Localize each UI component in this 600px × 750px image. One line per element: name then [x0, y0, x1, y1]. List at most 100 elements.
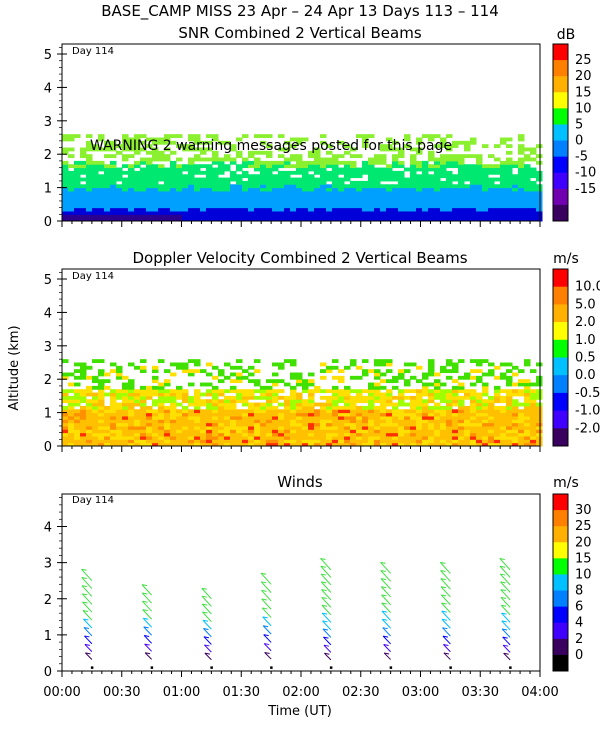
snr-cell — [398, 170, 405, 175]
snr-cell — [290, 207, 297, 212]
doppler-cell — [206, 402, 213, 407]
snr-cell — [368, 180, 375, 185]
doppler-cell — [164, 429, 171, 434]
doppler-cell — [266, 395, 273, 400]
doppler-cell — [524, 402, 531, 407]
doppler-cell — [182, 435, 189, 440]
snr-cell — [182, 207, 189, 212]
snr-cell — [386, 177, 393, 182]
doppler-cell — [236, 442, 243, 447]
doppler-cell — [308, 379, 315, 384]
snr-cell — [404, 190, 411, 195]
snr-cell — [74, 174, 81, 179]
doppler-cell — [332, 429, 339, 434]
snr-cell — [464, 204, 471, 209]
doppler-cell — [434, 442, 441, 447]
doppler-cell — [92, 442, 99, 447]
doppler-cell — [314, 402, 321, 407]
wind-barb — [382, 627, 391, 637]
doppler-cell — [428, 415, 435, 420]
snr-cell — [302, 174, 309, 179]
doppler-cell — [236, 409, 243, 414]
snr-cell — [452, 190, 459, 195]
doppler-cell — [320, 419, 327, 424]
snr-cell — [320, 167, 327, 172]
snr-cell — [296, 154, 303, 159]
wind-barb-flag — [203, 627, 209, 630]
doppler-cell — [170, 392, 177, 397]
doppler-cell — [74, 392, 81, 397]
snr-cell — [92, 180, 99, 185]
snr-cell — [278, 174, 285, 179]
doppler-cell — [326, 442, 333, 447]
doppler-cell — [296, 372, 303, 377]
snr-cell — [314, 210, 321, 215]
doppler-cell — [440, 425, 447, 430]
doppler-cell — [434, 389, 441, 394]
snr-cell — [86, 154, 93, 159]
doppler-cell — [104, 425, 111, 430]
doppler-cell — [98, 415, 105, 420]
doppler-cell — [98, 412, 105, 417]
snr-cell — [260, 160, 267, 165]
snr-cell — [392, 204, 399, 209]
doppler-cell — [512, 392, 519, 397]
doppler-cell — [182, 395, 189, 400]
snr-cell — [98, 137, 105, 142]
snr-cell — [314, 217, 321, 222]
doppler-cell — [500, 395, 507, 400]
snr-cell — [404, 217, 411, 222]
snr-cell — [212, 214, 219, 219]
snr-cell — [146, 200, 153, 205]
doppler-cell — [62, 429, 69, 434]
snr-cell — [170, 174, 177, 179]
doppler-cell — [92, 429, 99, 434]
doppler-cell — [500, 375, 507, 380]
doppler-cell — [464, 392, 471, 397]
doppler-cell — [296, 399, 303, 404]
snr-cell — [272, 207, 279, 212]
wind-barb — [381, 602, 391, 613]
doppler-cell — [248, 392, 255, 397]
snr-cell — [416, 194, 423, 199]
snr-cell — [332, 177, 339, 182]
doppler-cell — [194, 389, 201, 394]
doppler-cell — [458, 385, 465, 390]
doppler-cell — [428, 412, 435, 417]
snr-cell — [68, 134, 75, 139]
doppler-cell — [338, 439, 345, 444]
doppler-cell — [410, 389, 417, 394]
doppler-cell — [350, 415, 357, 420]
snr-cell — [212, 154, 219, 159]
snr-cell — [470, 197, 477, 202]
snr-cell — [524, 174, 531, 179]
snr-cell — [458, 187, 465, 192]
doppler-cell — [272, 422, 279, 427]
doppler-cell — [368, 385, 375, 390]
doppler-cell — [176, 435, 183, 440]
doppler-cell — [218, 435, 225, 440]
wind-barb — [383, 644, 391, 653]
snr-cell — [386, 184, 393, 189]
snr-cell — [140, 167, 147, 172]
doppler-cell — [524, 425, 531, 430]
snr-cell — [284, 140, 291, 145]
doppler-cell — [242, 432, 249, 437]
doppler-cell — [152, 442, 159, 447]
wind-barb — [502, 644, 511, 653]
doppler-cell — [164, 405, 171, 410]
doppler-cell — [272, 435, 279, 440]
wind-barb — [321, 589, 332, 601]
snr-cell — [338, 177, 345, 182]
snr-cell — [86, 197, 93, 202]
snr-cell — [80, 190, 87, 195]
doppler-cell — [338, 375, 345, 380]
snr-cell — [302, 200, 309, 205]
doppler-cell — [410, 415, 417, 420]
doppler-cell — [356, 405, 363, 410]
doppler-cell — [128, 405, 135, 410]
doppler-cell — [392, 415, 399, 420]
doppler-cell — [344, 389, 351, 394]
snr-cell — [386, 164, 393, 169]
doppler-cell — [536, 392, 543, 397]
